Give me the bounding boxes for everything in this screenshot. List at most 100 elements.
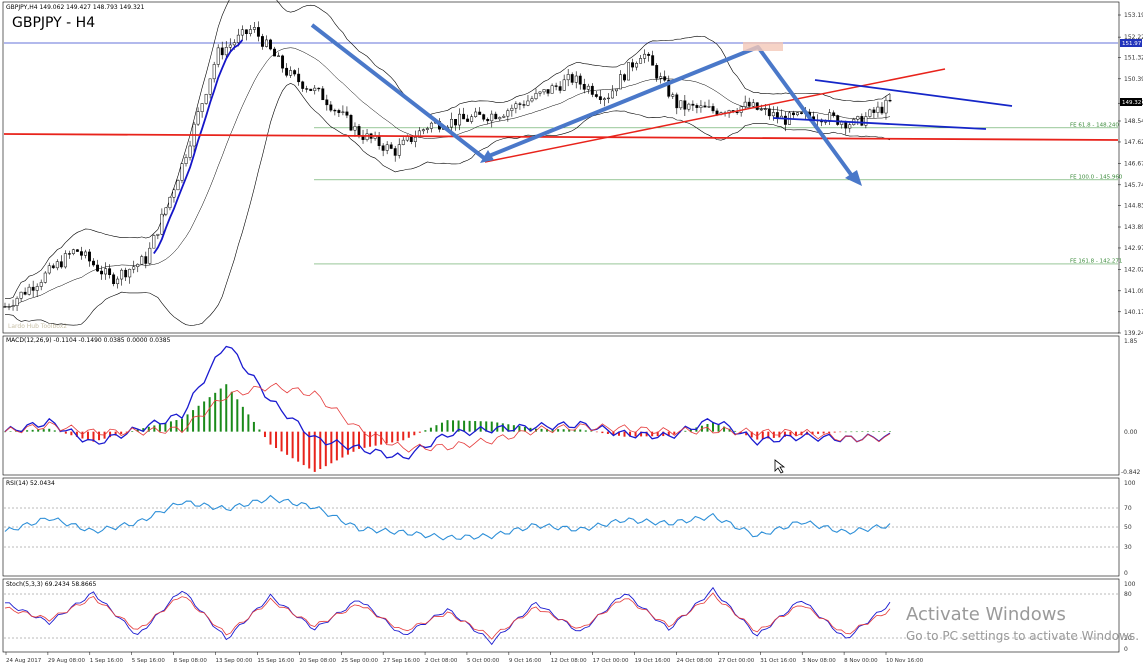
wave-projection-line[interactable] <box>310 23 857 182</box>
macd-histogram-bar <box>330 431 333 464</box>
candle-body <box>188 145 192 158</box>
macd-tick-top: 1.85 <box>1124 338 1138 345</box>
macd-histogram-bar <box>446 420 449 432</box>
macd-histogram-bar <box>114 431 117 436</box>
macd-histogram-bar <box>828 431 831 433</box>
macd-histogram-bar <box>319 431 322 470</box>
macd-histogram-bar <box>369 431 372 447</box>
candle-body <box>743 101 747 108</box>
candle-body <box>67 253 71 255</box>
macd-histogram-bar <box>86 431 89 441</box>
stoch-panel[interactable] <box>2 578 1120 653</box>
macd-histogram-bar <box>358 431 360 449</box>
macd-panel[interactable] <box>2 335 1120 476</box>
macd-histogram-bar <box>529 427 532 432</box>
macd-histogram-bar <box>269 431 272 445</box>
candle-body <box>699 105 703 108</box>
macd-histogram-bar <box>712 422 714 432</box>
horizontal-support-line[interactable] <box>3 133 1119 141</box>
candle-body <box>466 118 470 122</box>
candle-body <box>232 42 236 46</box>
candle-body <box>385 144 389 151</box>
candle-body <box>23 291 27 295</box>
candle-body <box>204 94 208 104</box>
candle-body <box>675 94 679 109</box>
macd-histogram-bar <box>208 397 211 432</box>
candle-body <box>474 111 478 118</box>
macd-histogram-bar <box>440 422 443 432</box>
macd-histogram-bar <box>761 431 764 440</box>
macd-histogram-bar <box>225 384 228 432</box>
macd-histogram-bar <box>872 431 875 432</box>
wedge-upper-line[interactable] <box>814 79 1013 107</box>
macd-histogram-bar <box>584 430 587 432</box>
macd-histogram-bar <box>518 426 521 432</box>
macd-histogram-bar <box>92 431 95 442</box>
candle-body <box>856 116 860 120</box>
price-tick-label: 139.24 <box>1124 330 1143 337</box>
candle-body <box>868 109 872 117</box>
candle-body <box>79 251 83 256</box>
price-panel[interactable] <box>2 1 1120 334</box>
bollinger-upper <box>4 0 891 299</box>
candle-body <box>277 55 280 57</box>
candle-body <box>124 269 128 278</box>
candle-body <box>100 270 103 275</box>
candle-body <box>269 39 272 50</box>
blue-level-price-tag <box>1120 39 1142 47</box>
macd-histogram-bar <box>120 431 123 435</box>
candle-body <box>19 291 23 299</box>
candle-body <box>623 74 626 81</box>
candle-body <box>220 47 224 56</box>
date-tick-label: 9 Oct 16:00 <box>509 658 542 664</box>
price-tick-label: 148.54 <box>1124 118 1143 125</box>
macd-histogram-bar <box>81 431 84 439</box>
candle-body <box>184 157 188 164</box>
pattern-arrows[interactable] <box>310 23 862 186</box>
candlesticks <box>3 21 892 311</box>
macd-histogram-bar <box>601 431 604 434</box>
date-axis: 24 Aug 2017 29 Aug 08:00 1 Sep 16:00 5 Sep … <box>5 652 924 664</box>
macd-histogram-bar <box>280 431 283 452</box>
down-arrow-head-icon <box>845 170 862 186</box>
candle-body <box>582 83 586 90</box>
candle-body <box>11 305 15 307</box>
candle-body <box>711 106 715 112</box>
candle-body <box>401 139 405 145</box>
macd-histogram-bar <box>855 431 858 433</box>
macd-histogram-bar <box>380 431 383 445</box>
rising-trendline[interactable] <box>484 68 946 163</box>
candle-body <box>148 247 152 264</box>
candle-body <box>240 29 244 36</box>
wedge-lower-line[interactable] <box>772 117 987 130</box>
macd-histogram-bar <box>617 431 620 436</box>
macd-histogram-bar <box>142 428 145 432</box>
macd-histogram-bar <box>31 429 34 432</box>
macd-histogram-bar <box>717 424 720 432</box>
macd-histogram-bar <box>546 428 549 432</box>
candle-body <box>281 55 285 69</box>
candle-body <box>615 88 618 92</box>
candle-body <box>832 112 836 116</box>
date-tick-label: 8 Nov 00:00 <box>844 658 878 664</box>
date-tick-label: 3 Nov 08:00 <box>802 658 836 664</box>
candle-body <box>313 87 317 91</box>
current-price-tag <box>1120 98 1142 106</box>
activate-windows-title: Activate Windows <box>906 604 1066 625</box>
candle-body <box>570 74 574 83</box>
macd-histogram-bar <box>263 431 266 438</box>
date-tick-label: 24 Oct 08:00 <box>676 658 712 664</box>
macd-histogram-bar <box>850 431 853 433</box>
candle-body <box>337 110 341 113</box>
candle-body <box>530 98 534 102</box>
macd-histogram-bar <box>783 431 786 437</box>
candle-body <box>35 286 39 291</box>
candle-body <box>458 113 462 126</box>
fib-level-label: FE 100.0 - 145.960 <box>1070 174 1123 180</box>
candle-body <box>285 67 289 76</box>
date-tick-label: 27 Sep 16:00 <box>383 658 420 664</box>
candle-body <box>550 85 554 94</box>
date-tick-label: 13 Sep 00:00 <box>216 658 253 664</box>
macd-histogram-bar <box>131 431 134 432</box>
